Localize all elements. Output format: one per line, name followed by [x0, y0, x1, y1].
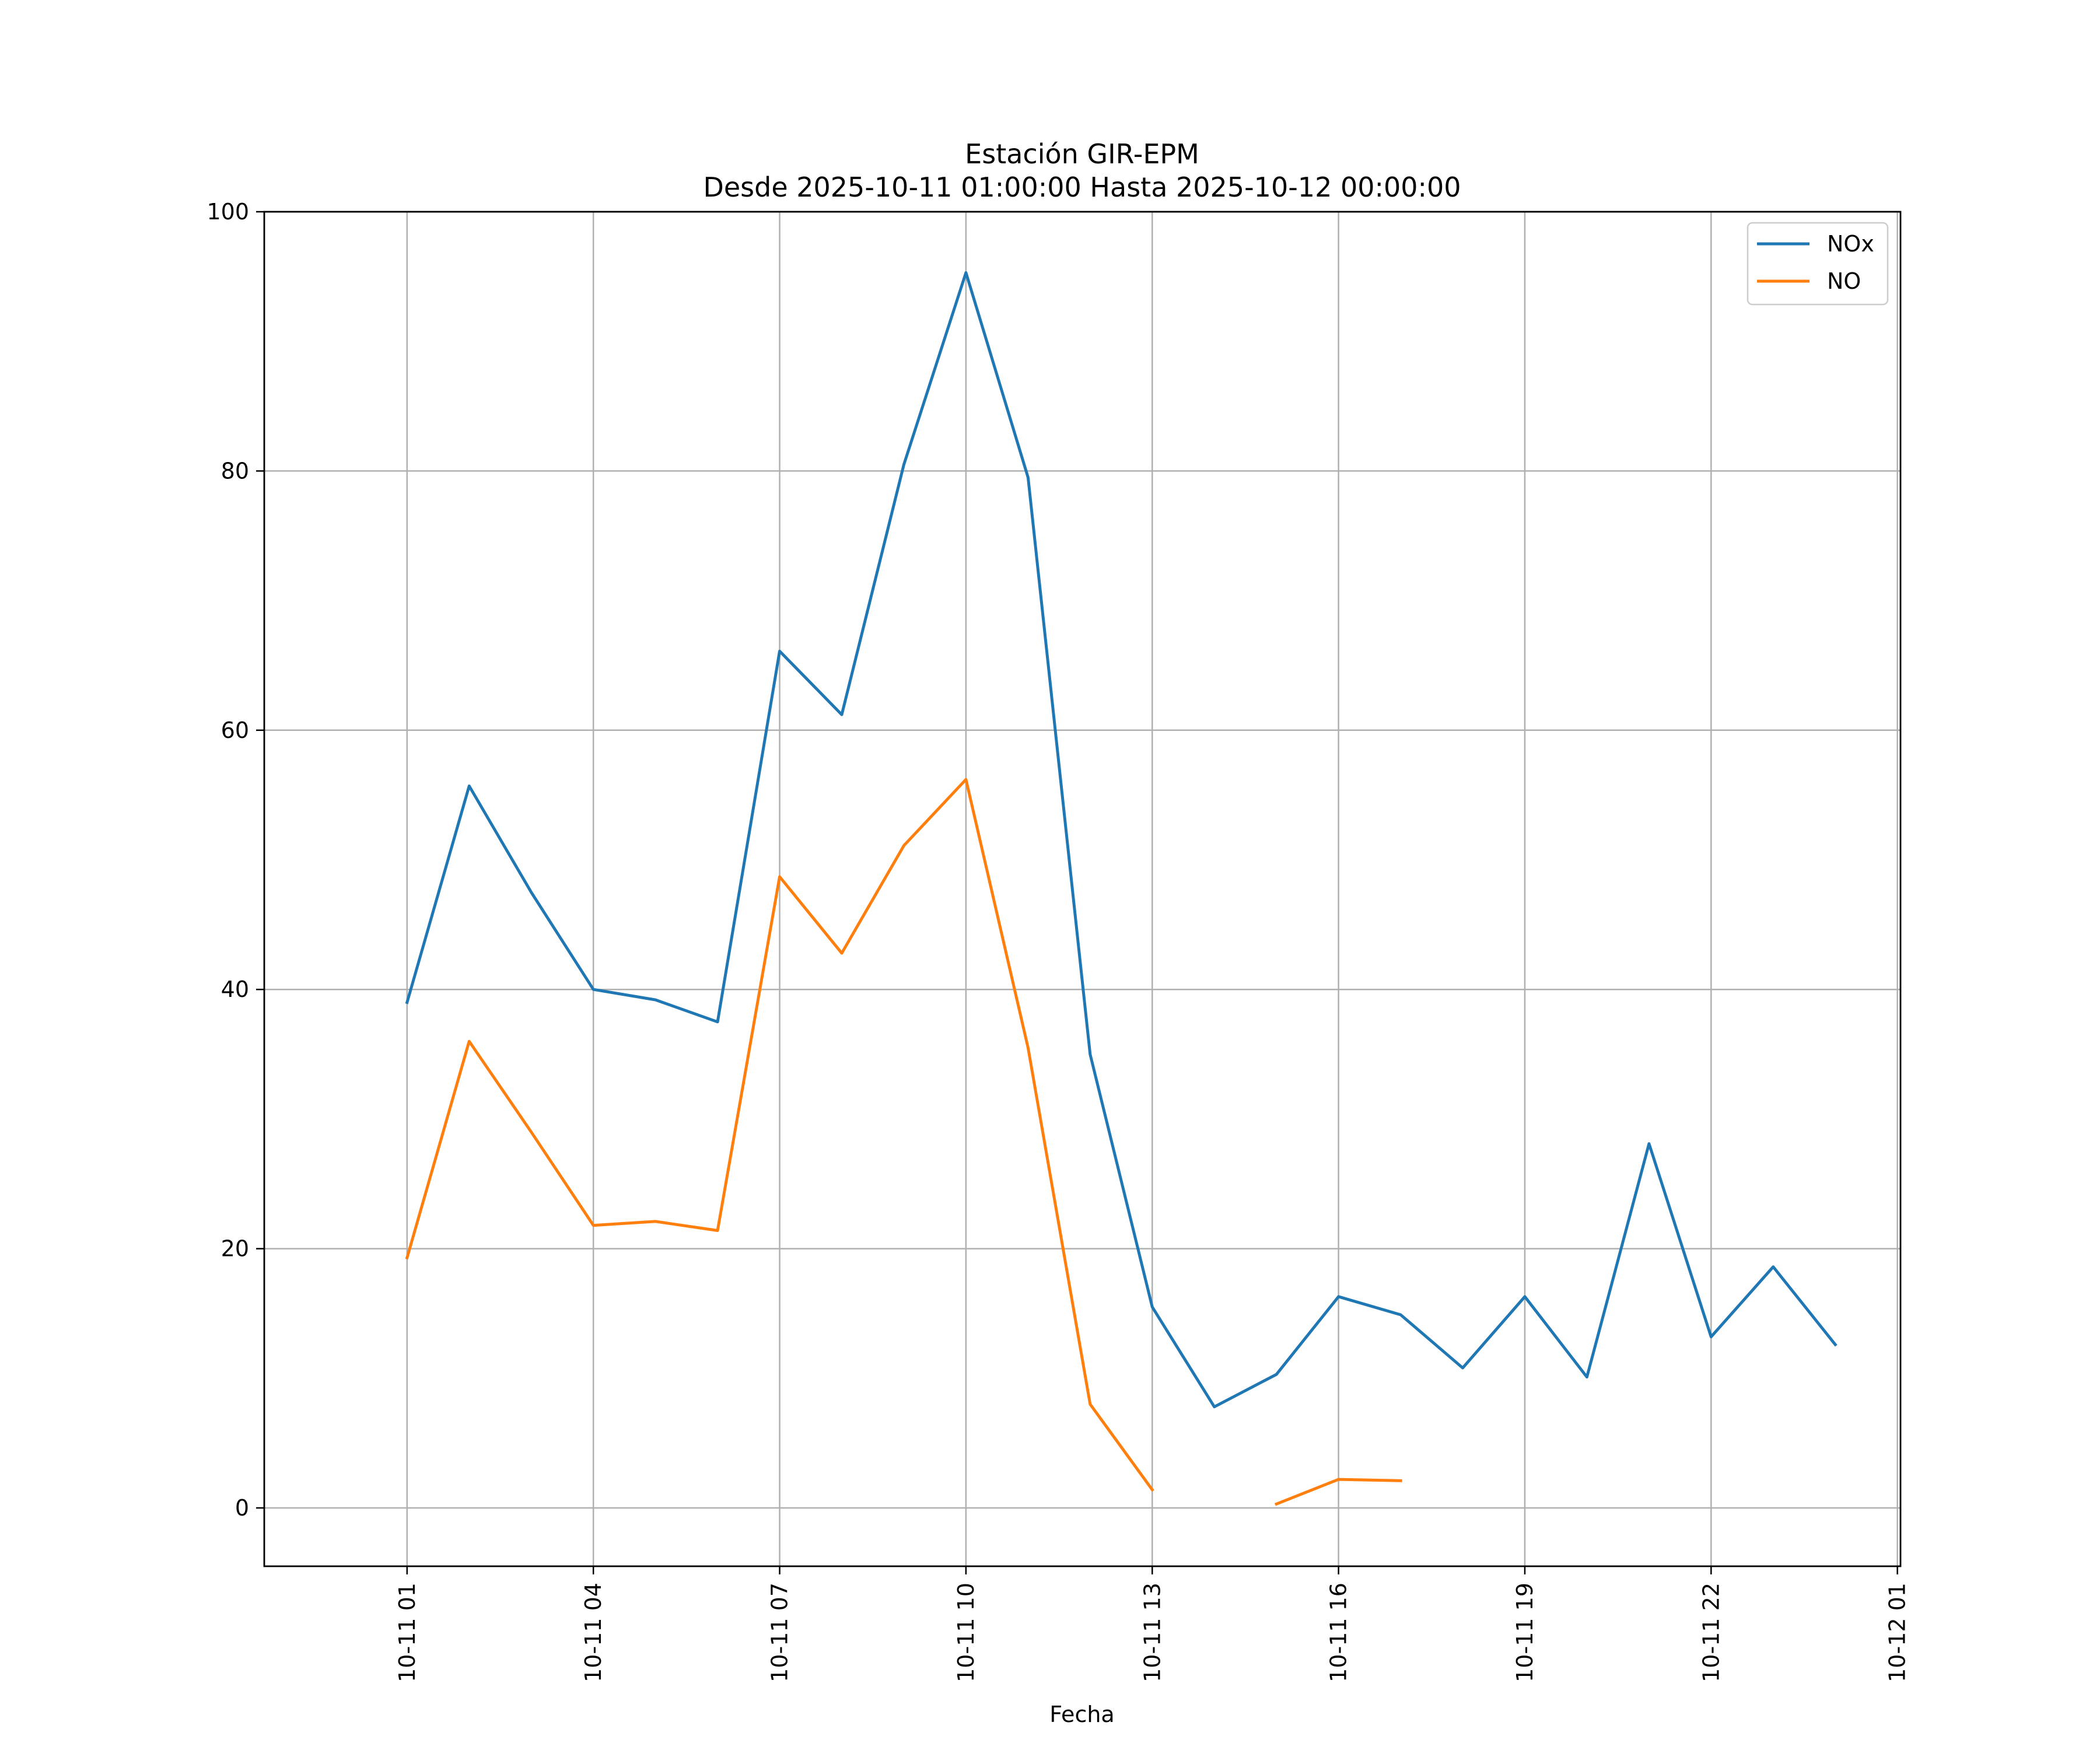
x-tick-label: 10-11 07 — [767, 1583, 793, 1682]
x-tick-label: 10-11 10 — [953, 1583, 979, 1682]
y-tick-label: 80 — [221, 458, 249, 484]
y-tick-label: 100 — [206, 199, 249, 225]
y-tick-label: 0 — [235, 1495, 249, 1521]
chart-subtitle: Desde 2025-10-11 01:00:00 Hasta 2025-10-… — [703, 172, 1461, 203]
legend-label-no: NO — [1827, 268, 1861, 294]
legend-label-nox: NOx — [1827, 231, 1874, 257]
chart-title: Estación GIR-EPM — [965, 138, 1199, 170]
legend: NOx NO — [1746, 222, 1889, 306]
x-tick-label: 10-11 01 — [394, 1583, 420, 1682]
x-tick-label: 10-12 01 — [1885, 1583, 1910, 1682]
y-tick-label: 40 — [221, 977, 249, 1002]
x-tick-label: 10-11 16 — [1326, 1583, 1352, 1682]
series-nox-line — [405, 271, 1838, 1409]
y-axis-ticks: 0 20 40 60 80 100 — [206, 199, 264, 1521]
x-axis-label: Fecha — [1049, 1702, 1114, 1727]
series-lines — [405, 271, 1838, 1506]
x-tick-label: 10-11 13 — [1139, 1583, 1165, 1682]
plot-frame — [263, 211, 1902, 1567]
x-tick-label: 10-11 22 — [1698, 1583, 1724, 1682]
x-tick-label: 10-11 19 — [1512, 1583, 1538, 1682]
x-axis-ticks: 10-11 01 10-11 04 10-11 07 10-11 10 10-11 13… — [394, 1566, 1910, 1682]
y-tick-label: 20 — [221, 1236, 249, 1262]
series-no-line — [1274, 1478, 1402, 1506]
y-tick-label: 60 — [221, 718, 249, 743]
series-no-line — [405, 778, 1154, 1492]
x-tick-label: 10-11 04 — [580, 1583, 606, 1682]
